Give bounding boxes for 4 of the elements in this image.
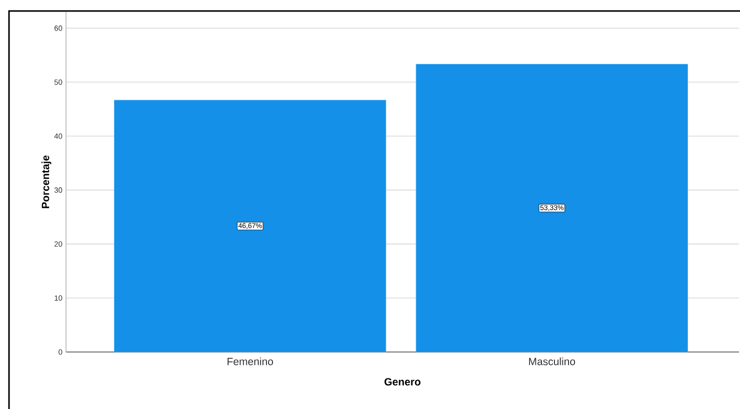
x-tick-label: Masculino bbox=[529, 358, 576, 366]
x-axis-title: Genero bbox=[384, 378, 420, 386]
x-tick-label: Femenino bbox=[228, 358, 273, 366]
y-axis-title: Porcentaje bbox=[41, 156, 52, 208]
